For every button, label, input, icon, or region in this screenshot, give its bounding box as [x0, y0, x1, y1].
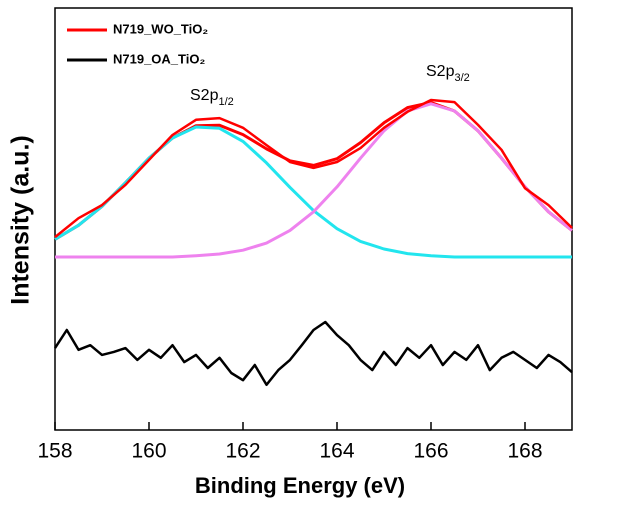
- annotation-text: S2p: [426, 63, 455, 80]
- x-tick-label: 160: [131, 440, 166, 463]
- annotation-subscript: 3/2: [454, 72, 469, 84]
- x-tick-label: 164: [319, 440, 354, 463]
- x-tick-label: 168: [507, 440, 542, 463]
- annotation-text: S2p: [190, 87, 219, 104]
- data-line: [54, 98, 573, 239]
- x-axis-title: Binding Energy (eV): [195, 473, 405, 498]
- x-tick-label: 158: [37, 440, 72, 463]
- fit-line: [54, 125, 572, 259]
- legend-label: N719_WO_TiO₂: [113, 21, 208, 36]
- peak-annotation: S2p3/2: [426, 63, 470, 84]
- legend-label: N719_OA_TiO₂: [113, 51, 205, 66]
- x-tick-label: 162: [225, 440, 260, 463]
- annotation-subscript: 1/2: [218, 96, 233, 108]
- y-axis-title: Intensity (a.u.): [7, 135, 35, 304]
- fit-line: [55, 102, 573, 259]
- fit-line: [54, 101, 573, 241]
- x-tick-label: 166: [413, 440, 448, 463]
- data-line: [53, 320, 573, 387]
- peak-annotation: S2p1/2: [190, 87, 234, 108]
- plot-frame: [54, 7, 573, 431]
